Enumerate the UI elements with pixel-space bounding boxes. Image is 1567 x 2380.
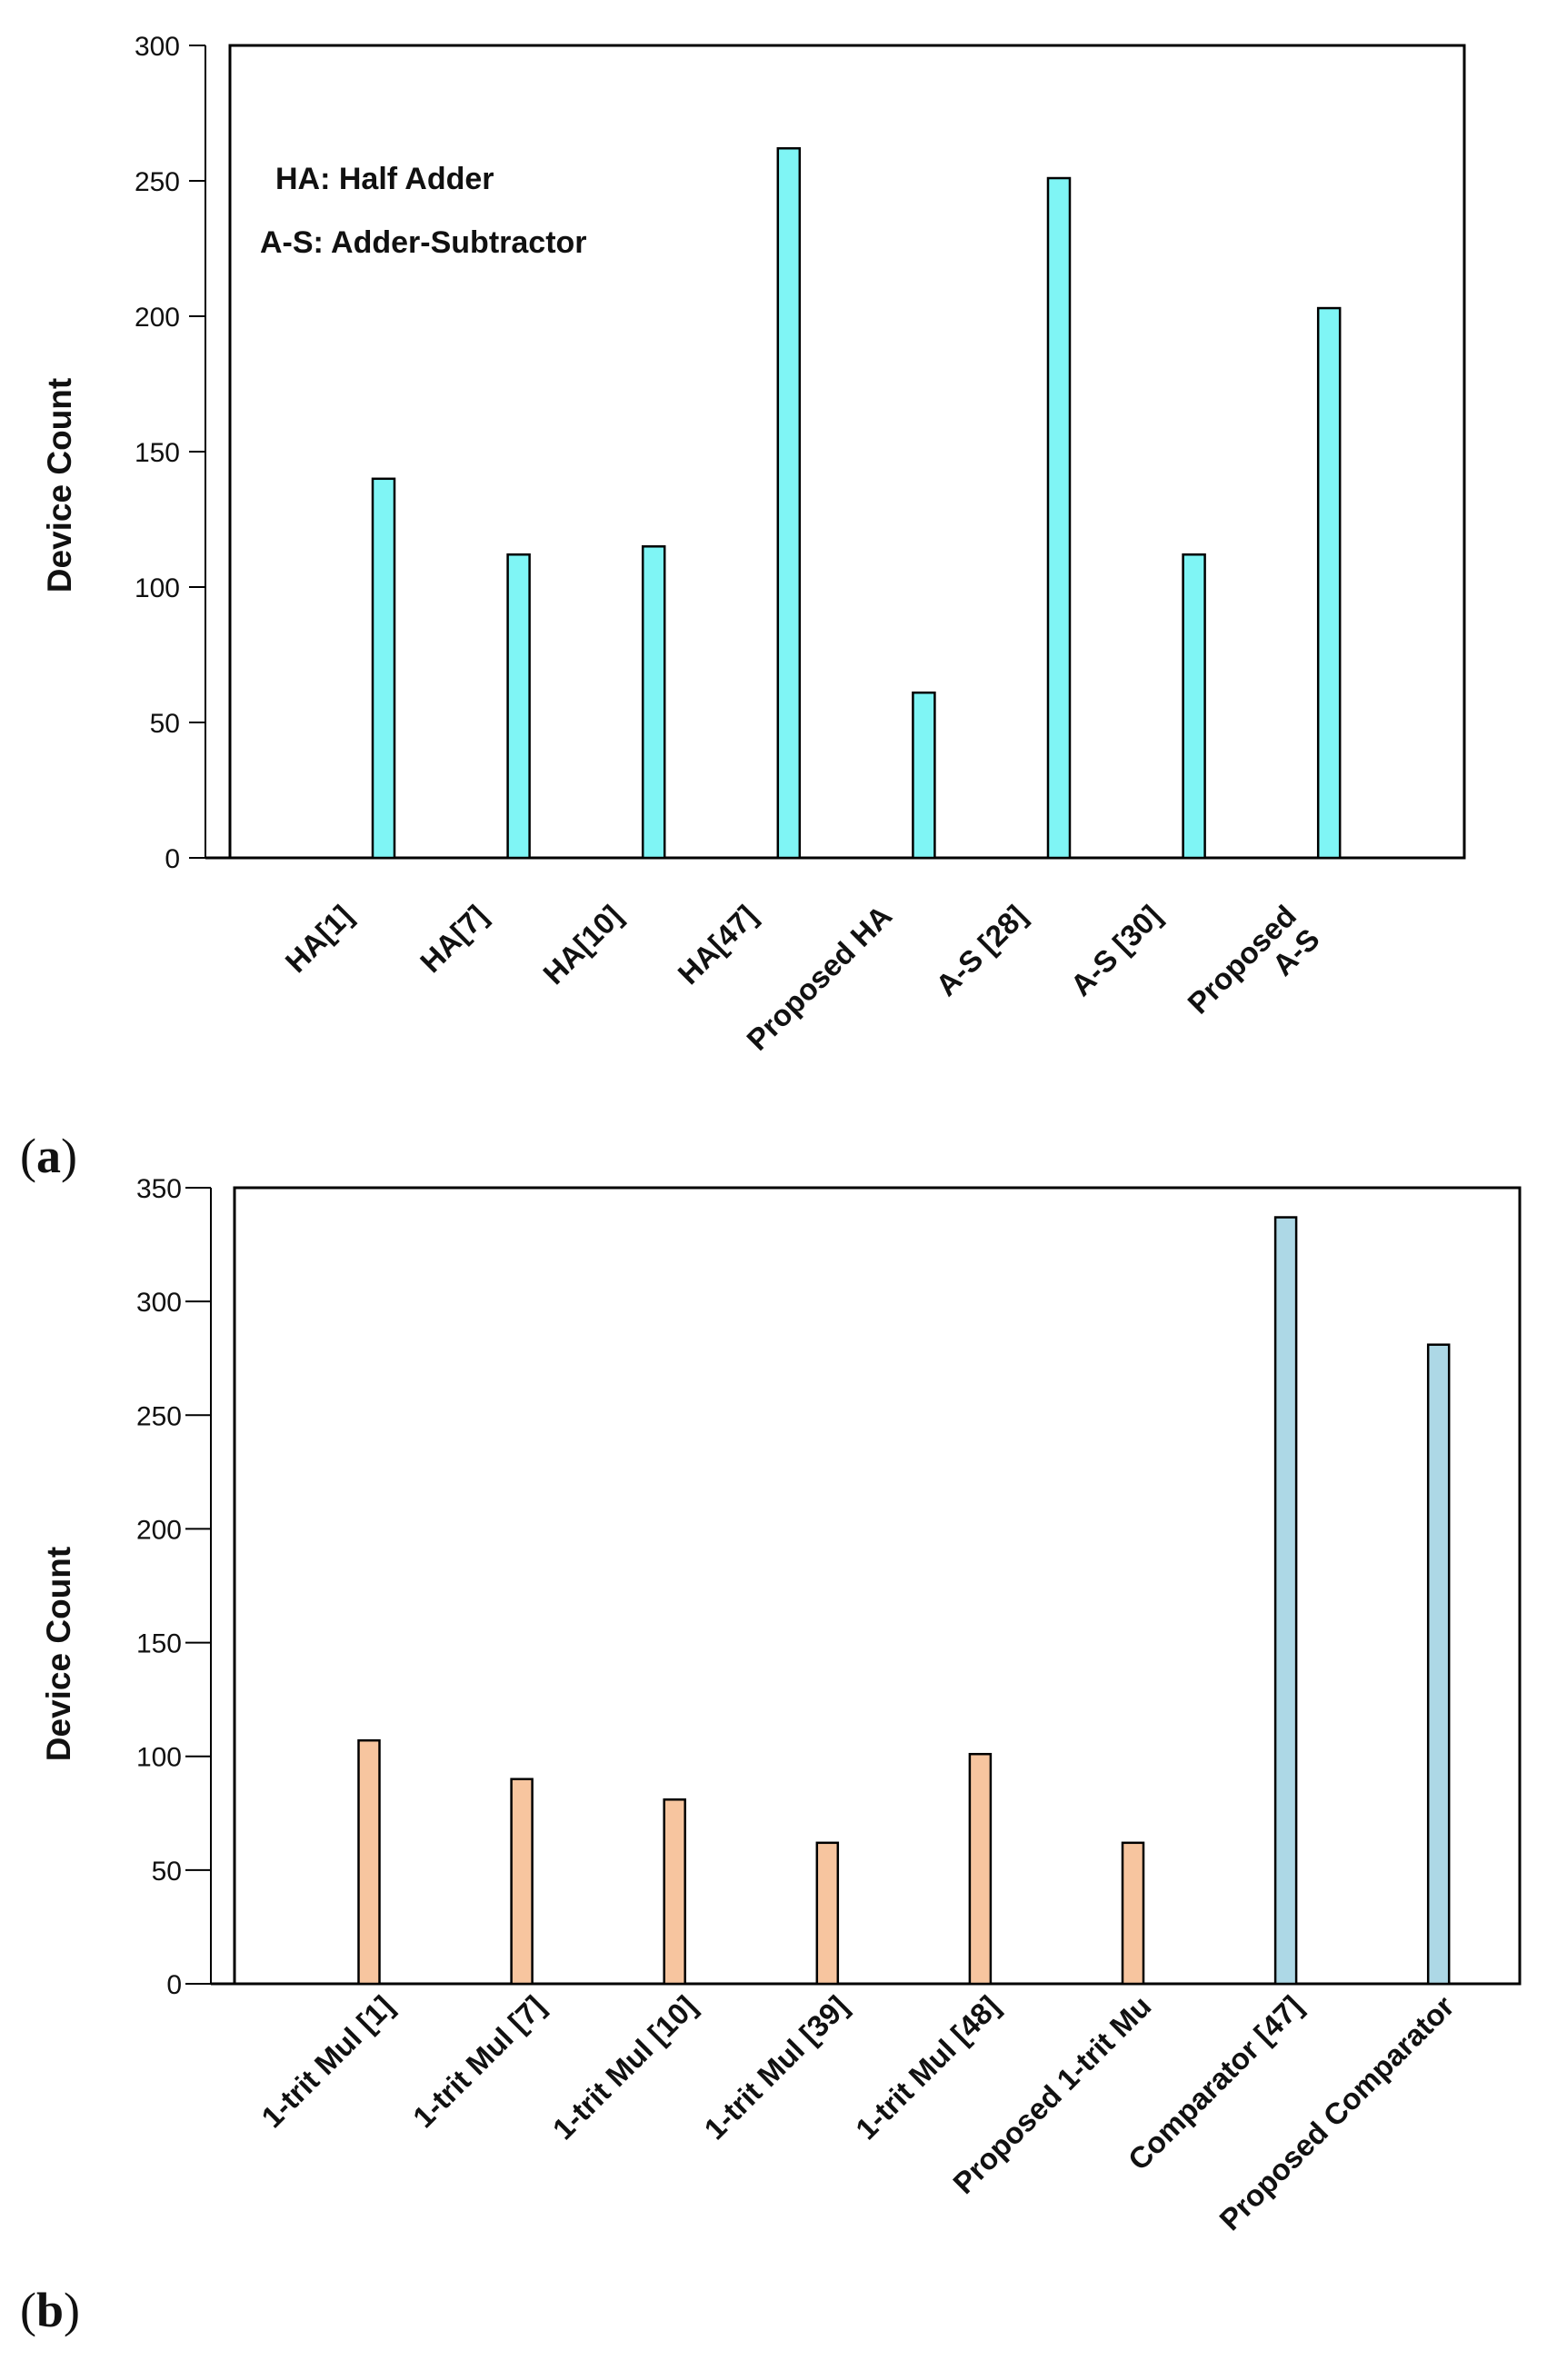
bar — [815, 1841, 840, 1986]
panel-label: (a) — [20, 1129, 77, 1183]
legend-note: A-S: Adder-Subtractor — [260, 225, 587, 260]
y-axis-title: Device Count — [41, 378, 78, 593]
chart-panel-b: 0 50 100 150 200 250 300 350 Device Count 1-trit … — [20, 1174, 1522, 2337]
category-label: 1-trit Mul [10] — [546, 1989, 704, 2146]
category-label: 1-trit Mul [48] — [849, 1989, 1006, 2146]
y-tick-label: 350 — [136, 1174, 182, 1204]
bar — [1182, 553, 1206, 860]
y-tick-label: 250 — [135, 167, 180, 197]
bar — [1273, 1216, 1298, 1986]
category-label: HA[10] — [536, 899, 628, 991]
bar — [1316, 306, 1342, 860]
bar — [968, 1752, 993, 1986]
y-tick-label: 300 — [136, 1288, 182, 1318]
plot-frame — [233, 1186, 1522, 1986]
category-label: ProposedA-S — [1181, 899, 1325, 1043]
y-tick-label: 0 — [165, 844, 180, 874]
bar — [641, 545, 666, 860]
y-tick-label: 150 — [136, 1629, 182, 1659]
category-label: 1-trit Mul [39] — [697, 1989, 854, 2146]
bar — [357, 1738, 381, 1986]
y-tick-label: 100 — [136, 1743, 182, 1773]
chart-panel-a: 0 50 100 150 200 250 300 Device Count HA[1] HA[7]… — [20, 32, 1466, 1183]
category-label: 1-trit Mul [1] — [255, 1989, 400, 2135]
category-label: HA[7] — [414, 899, 494, 979]
y-tick-label: 100 — [135, 573, 180, 603]
bar — [1426, 1343, 1451, 1986]
category-label: 1-trit Mul [7] — [406, 1989, 552, 2135]
panel-label: (b) — [20, 2283, 80, 2337]
y-axis-title: Device Count — [40, 1547, 77, 1761]
category-label: A-S [28] — [929, 899, 1033, 1002]
y-tick-label: 0 — [166, 1970, 182, 2000]
bar — [1046, 176, 1072, 860]
legend-note: HA: Half Adder — [275, 162, 494, 196]
y-tick-label: 150 — [135, 438, 180, 468]
category-label: A-S [30] — [1063, 899, 1167, 1002]
bar — [776, 146, 802, 860]
category-label: Proposed HA — [740, 899, 898, 1057]
category-label: HA[1] — [279, 899, 359, 979]
bar — [510, 1778, 534, 1986]
y-tick-label: 50 — [152, 1857, 182, 1887]
y-tick-label: 50 — [150, 709, 180, 739]
bar — [371, 477, 396, 860]
y-tick-label: 250 — [136, 1401, 182, 1431]
y-tick-label: 200 — [135, 303, 180, 333]
bar — [663, 1798, 686, 1986]
y-tick-label: 200 — [136, 1515, 182, 1545]
bar — [912, 691, 936, 860]
plot-frame — [228, 44, 1466, 860]
bar — [1121, 1841, 1145, 1986]
category-label: HA[47] — [671, 899, 763, 991]
bar — [506, 553, 531, 860]
y-tick-label: 300 — [135, 32, 180, 62]
